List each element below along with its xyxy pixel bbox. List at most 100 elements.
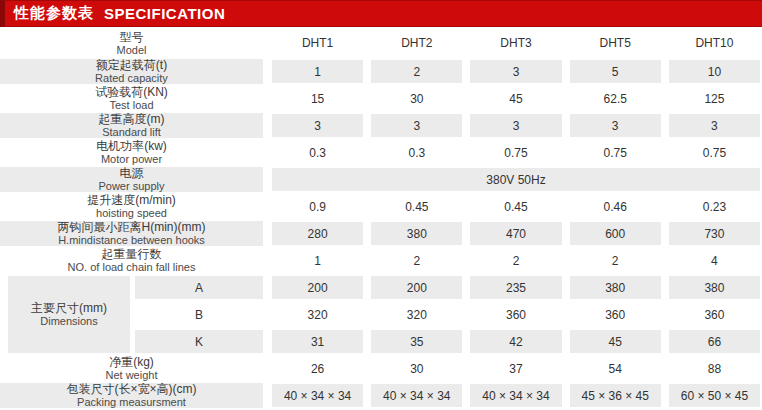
value-cell: 0.75 (570, 141, 661, 164)
row-values: 15 30 45 62.5 125 (272, 85, 760, 112)
row-values: 200 200 235 380 380 (272, 274, 760, 301)
table-row-chain-fall-lines: 起重量行数 NO. of load chain fall lines 1 2 2… (0, 247, 762, 274)
table-row-power-supply: 电源 Power supply 380V 50Hz (0, 166, 762, 193)
table-row-min-hook-distance: 两钩间最小距离H(min)(mm) H.mindistance between … (0, 220, 762, 247)
model-name: DHT2 (371, 30, 462, 56)
row-label-zh: 电源 (0, 167, 263, 180)
value-cell: 0.23 (669, 195, 760, 218)
value-cell: 66 (669, 330, 760, 353)
row-label-en: Motor power (0, 153, 263, 165)
row-label-en: Test load (0, 99, 263, 111)
value-cell: 62.5 (570, 87, 661, 110)
row-label-en: H.mindistance between hooks (0, 234, 263, 246)
row-values: DHT1 DHT2 DHT3 DHT5 DHT10 (272, 28, 760, 58)
value-cell: 26 (272, 357, 363, 380)
row-values: 0.3 0.3 0.75 0.75 0.75 (272, 139, 760, 166)
row-label-zh: 起重高度(m) (0, 113, 263, 126)
value-cell: 3 (669, 114, 760, 137)
row-values: 40 × 34 × 34 40 × 34 × 34 40 × 34 × 34 4… (272, 382, 760, 409)
row-label-zh: 主要尺寸(mm) (8, 302, 130, 315)
value-cell: 0.3 (371, 141, 462, 164)
row-label: 提升速度(m/min) hoisting speed (0, 194, 263, 219)
value-cell: 0.3 (272, 141, 363, 164)
row-label-en: Dimensions (8, 315, 130, 327)
row-label-zh: 两钩间最小距离H(min)(mm) (0, 221, 263, 234)
value-cell: 360 (669, 303, 760, 326)
row-values: 31 35 42 45 66 (272, 328, 760, 355)
value-cell: 380 (570, 276, 661, 299)
value-cell: 0.45 (470, 195, 561, 218)
row-label-zh: 起重量行数 (0, 248, 263, 261)
value-cell: 3 (570, 114, 661, 137)
dim-key: K (135, 330, 263, 353)
value-cell: 0.75 (669, 141, 760, 164)
row-label-en: Net weight (0, 369, 263, 381)
row-label: 电源 Power supply (0, 167, 263, 192)
value-cell: 0.46 (570, 195, 661, 218)
value-cell: 125 (669, 87, 760, 110)
row-label-en: Packing measursment (0, 396, 263, 408)
value-cell: 320 (371, 303, 462, 326)
row-label-zh: 试验载荷(KN) (0, 86, 263, 99)
value-cell: 380 (669, 276, 760, 299)
dim-key: B (135, 303, 263, 326)
row-label: 起重量行数 NO. of load chain fall lines (0, 248, 263, 273)
value-cell: 35 (371, 330, 462, 353)
model-name: DHT5 (570, 30, 661, 56)
value-cell: 88 (669, 357, 760, 380)
row-values: 26 30 37 54 88 (272, 355, 760, 382)
dimensions-label: 主要尺寸(mm) Dimensions (8, 276, 130, 353)
row-label-zh: 包装尺寸(长×宽×高)(cm) (0, 383, 263, 396)
header-bar: 性能参数表 SPECIFICATION (0, 0, 762, 27)
value-cell: 470 (470, 222, 561, 245)
value-cell: 40 × 34 × 34 (272, 384, 363, 407)
value-cell: 30 (371, 357, 462, 380)
value-cell: 2 (371, 60, 462, 83)
row-label-zh: 型号 (0, 31, 263, 44)
model-name: DHT10 (669, 30, 760, 56)
value-cell: 15 (272, 87, 363, 110)
value-cell: 37 (470, 357, 561, 380)
row-label-en: Rated capacity (0, 72, 263, 84)
value-cell: 45 × 36 × 45 (570, 384, 661, 407)
row-label: 额定起载荷(t) Rated capacity (0, 59, 263, 84)
row-values: 0.9 0.45 0.45 0.46 0.23 (272, 193, 760, 220)
spec-sheet: 性能参数表 SPECIFICATION 型号 Model DHT1 DHT2 D… (0, 0, 762, 410)
value-cell: 42 (470, 330, 561, 353)
table-row-test-load: 试验载荷(KN) Test load 15 30 45 62.5 125 (0, 85, 762, 112)
table-row-model: 型号 Model DHT1 DHT2 DHT3 DHT5 DHT10 (0, 28, 762, 58)
value-cell: 320 (272, 303, 363, 326)
value-cell: 1 (272, 249, 363, 272)
row-label: 净重(kg) Net weight (0, 356, 263, 381)
value-cell: 360 (570, 303, 661, 326)
row-label-zh: 提升速度(m/min) (0, 194, 263, 207)
value-cell: 2 (570, 249, 661, 272)
row-label-en: hoisting speed (0, 207, 263, 219)
dimensions-rows: A 200 200 235 380 380 B 320 320 360 (130, 274, 762, 355)
value-cell: 0.75 (470, 141, 561, 164)
value-cell: 360 (470, 303, 561, 326)
row-label: 试验载荷(KN) Test load (0, 86, 263, 111)
value-cell: 280 (272, 222, 363, 245)
value-cell: 31 (272, 330, 363, 353)
table-row-packing: 包装尺寸(长×宽×高)(cm) Packing measursment 40 ×… (0, 382, 762, 409)
value-cell: 3 (470, 60, 561, 83)
row-label-en: Power supply (0, 180, 263, 192)
row-label: 包装尺寸(长×宽×高)(cm) Packing measursment (0, 383, 263, 408)
value-cell: 4 (669, 249, 760, 272)
row-values: 280 380 470 600 730 (272, 220, 760, 247)
value-cell: 730 (669, 222, 760, 245)
value-cell: 380 (371, 222, 462, 245)
row-label-en: Standard lift (0, 126, 263, 138)
row-label: 两钩间最小距离H(min)(mm) H.mindistance between … (0, 221, 263, 246)
model-name: DHT1 (272, 30, 363, 56)
row-values: 320 320 360 360 360 (272, 301, 760, 328)
value-cell: 60 × 50 × 45 (669, 384, 760, 407)
row-label-zh: 电机功率(kw) (0, 140, 263, 153)
value-cell: 200 (272, 276, 363, 299)
table-row-motor-power: 电机功率(kw) Motor power 0.3 0.3 0.75 0.75 0… (0, 139, 762, 166)
value-cell: 3 (371, 114, 462, 137)
row-values: 3 3 3 3 3 (272, 112, 760, 139)
value-cell: 2 (470, 249, 561, 272)
value-cell: 2 (371, 249, 462, 272)
